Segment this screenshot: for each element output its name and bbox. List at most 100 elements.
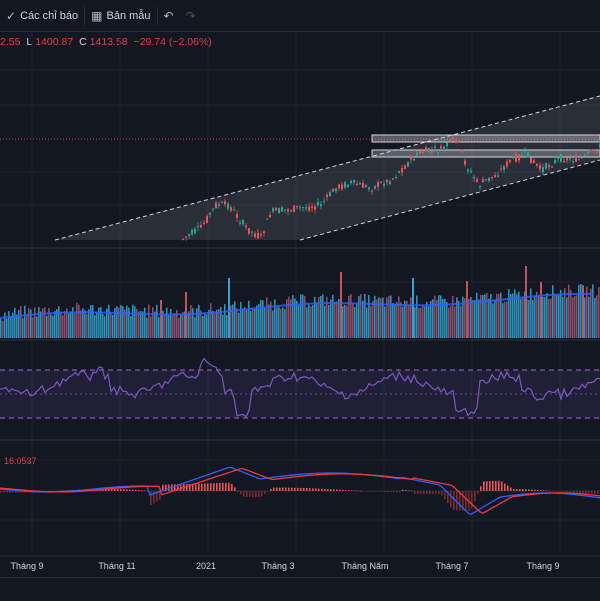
volume-bar xyxy=(70,311,72,338)
candle-body xyxy=(371,190,373,192)
volume-bar xyxy=(134,306,136,338)
volume-bar xyxy=(348,295,350,338)
histogram-bar xyxy=(444,491,446,500)
bottom-toolbar xyxy=(0,577,600,601)
histogram-bar xyxy=(573,491,575,493)
candle-body xyxy=(296,206,298,208)
histogram-bar xyxy=(582,491,584,494)
volume-bar xyxy=(422,304,424,338)
redo-button[interactable]: ↷ xyxy=(180,0,202,31)
time-axis-label: Tháng 9 xyxy=(10,561,44,571)
volume-bar xyxy=(372,300,374,338)
volume-bar xyxy=(452,295,454,338)
time-axis-label: Tháng 9 xyxy=(526,561,560,571)
volume-bar xyxy=(46,315,48,338)
macd-value: 16.0537 xyxy=(4,456,37,466)
candle-body xyxy=(596,151,598,153)
histogram-bar xyxy=(120,489,122,491)
volume-spike xyxy=(412,278,414,338)
histogram-bar xyxy=(318,488,320,491)
candle-body xyxy=(446,142,448,147)
histogram-bar xyxy=(333,489,335,491)
histogram-bar xyxy=(489,481,491,491)
histogram-bar xyxy=(180,484,182,491)
volume-bar xyxy=(438,295,440,338)
histogram-bar xyxy=(549,490,551,492)
volume-spike xyxy=(340,272,342,338)
histogram-bar xyxy=(507,485,509,491)
volume-bar xyxy=(392,303,394,338)
volume-bar xyxy=(126,305,128,338)
volume-bars xyxy=(0,266,600,338)
volume-bar xyxy=(476,292,478,338)
candle-body xyxy=(434,146,436,148)
histogram-bar xyxy=(420,491,422,494)
candle-body xyxy=(509,159,511,163)
indicators-button[interactable]: ✓ Các chỉ báo xyxy=(0,0,84,31)
histogram-bar xyxy=(417,491,419,494)
templates-button[interactable]: ▦ Bản mẫu xyxy=(85,0,156,31)
candle-body xyxy=(476,178,478,182)
volume-bar xyxy=(116,306,118,338)
volume-bar xyxy=(330,299,332,338)
candle-body xyxy=(398,171,400,173)
candle-body xyxy=(242,220,244,225)
volume-bar xyxy=(548,299,550,338)
candlestick-series xyxy=(182,135,600,241)
candle-body xyxy=(356,184,358,186)
volume-bar xyxy=(268,304,270,338)
volume-bar xyxy=(28,308,30,338)
volume-bar xyxy=(362,300,364,338)
candle-body xyxy=(527,152,529,158)
histogram-bar xyxy=(63,490,65,492)
volume-bar xyxy=(248,300,250,338)
low-value: 1400.87 xyxy=(35,36,74,48)
volume-bar xyxy=(36,316,38,338)
histogram-bar xyxy=(375,491,377,492)
histogram-bar xyxy=(567,491,569,493)
volume-bar xyxy=(190,305,192,338)
volume-spike xyxy=(540,282,542,338)
candle-body xyxy=(407,162,409,167)
candle-body xyxy=(239,222,241,224)
volume-spike xyxy=(466,281,468,338)
volume-bar xyxy=(402,306,404,338)
histogram-bar xyxy=(135,489,137,491)
candle-body xyxy=(440,146,442,149)
volume-pane xyxy=(0,266,600,341)
volume-bar xyxy=(182,312,184,338)
histogram-bar xyxy=(336,489,338,491)
toolbar-divider xyxy=(156,6,158,25)
undo-button[interactable]: ↶ xyxy=(158,0,180,31)
histogram-bar xyxy=(351,490,353,491)
volume-bar xyxy=(386,297,388,338)
histogram-bar xyxy=(423,491,425,494)
volume-bar xyxy=(584,297,586,338)
histogram-bar xyxy=(303,487,305,491)
histogram-bar xyxy=(21,491,23,493)
ohlc-legend: 2.55 L 1400.87 C 1413.58 −29.74 (−2.06%) xyxy=(0,36,215,48)
volume-bar xyxy=(152,307,154,338)
volume-bar xyxy=(440,295,442,338)
time-axis-label: Tháng 11 xyxy=(98,561,136,571)
toolbar-divider xyxy=(84,6,86,25)
histogram-bar xyxy=(459,491,461,511)
histogram-bar xyxy=(399,491,401,493)
volume-bar xyxy=(532,300,534,338)
histogram-bar xyxy=(594,491,596,494)
candle-body xyxy=(326,194,328,198)
candle-body xyxy=(188,234,190,236)
candle-body xyxy=(458,140,460,142)
volume-bar xyxy=(170,308,172,338)
candle-body xyxy=(215,202,217,209)
histogram-bar xyxy=(297,487,299,491)
histogram-bar xyxy=(132,489,134,491)
volume-bar xyxy=(486,292,488,338)
volume-bar xyxy=(510,294,512,338)
histogram-bar xyxy=(216,483,218,491)
histogram-bar xyxy=(465,491,467,511)
histogram-bar xyxy=(471,491,473,509)
candle-body xyxy=(218,204,220,206)
volume-bar xyxy=(200,310,202,338)
